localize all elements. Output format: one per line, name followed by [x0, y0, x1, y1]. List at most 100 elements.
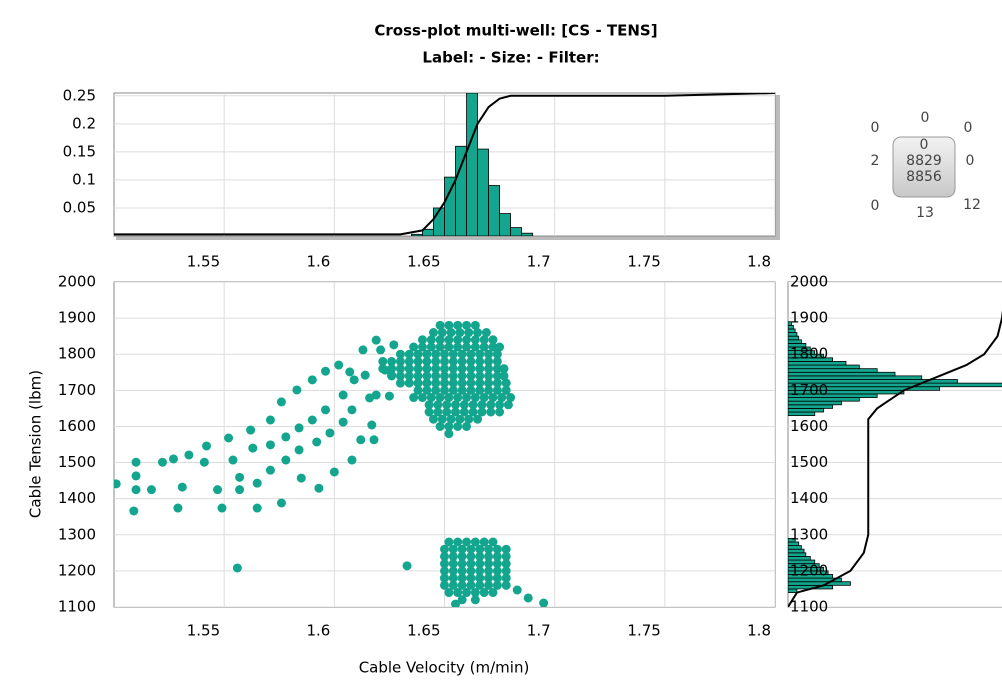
scatter-point — [448, 356, 458, 366]
scatter-point — [435, 342, 445, 352]
y-tick-label: 0.05 — [63, 198, 96, 216]
scatter-point — [457, 580, 467, 590]
scatter-point — [431, 364, 441, 374]
scatter-point — [484, 371, 494, 381]
top-histogram — [114, 93, 775, 236]
scatter-point — [440, 378, 449, 388]
scatter-point — [451, 407, 461, 417]
scatter-point — [252, 503, 262, 513]
x-axis-label: Cable Velocity (m/min) — [359, 659, 530, 677]
scatter-point — [475, 544, 485, 554]
scatter-point — [470, 595, 480, 605]
scatter-point — [431, 356, 441, 366]
scatter-point — [466, 544, 476, 554]
histogram-bar — [788, 364, 860, 370]
scatter-point — [129, 506, 139, 516]
scatter-point — [488, 537, 498, 547]
scatter-point — [479, 588, 489, 598]
scatter-point — [464, 414, 474, 424]
scatter-point — [435, 335, 445, 345]
scatter-point — [413, 385, 423, 395]
histogram-bar — [788, 537, 796, 543]
scatter-point — [292, 385, 302, 395]
histogram-bar — [788, 556, 811, 561]
scatter-point — [462, 342, 472, 352]
scatter-point — [325, 428, 335, 438]
scatter-point — [387, 364, 397, 374]
scatter-point — [157, 457, 167, 467]
cumulative-curve — [788, 309, 1002, 607]
scatter-point — [484, 364, 494, 374]
x-tick-label: 1.8 — [747, 622, 771, 640]
scatter-point — [475, 566, 485, 576]
scatter-point — [235, 472, 245, 482]
scatter-point — [457, 356, 467, 366]
summary-count: 8856 — [906, 169, 942, 185]
scatter-point — [444, 393, 454, 403]
scatter-point — [413, 349, 423, 359]
scatter-point — [395, 356, 405, 366]
scatter-point — [459, 400, 469, 410]
scatter-point — [512, 585, 522, 595]
scatter-point — [440, 551, 449, 561]
scatter-point — [448, 551, 458, 561]
scatter-point — [466, 551, 476, 561]
scatter-point — [444, 335, 454, 345]
scatter-point — [466, 378, 476, 388]
histogram-bar — [788, 581, 851, 586]
histogram-bar — [477, 148, 489, 236]
scatter-point — [457, 595, 467, 605]
scatter-point — [440, 356, 449, 366]
scatter-point — [484, 551, 494, 561]
scatter-point — [395, 378, 405, 388]
scatter-point — [466, 580, 476, 590]
scatter-point — [501, 566, 511, 576]
scatter-point — [488, 342, 498, 352]
scatter-point — [265, 440, 275, 450]
scatter-point — [184, 450, 194, 460]
x-tick-label: 1.65 — [407, 253, 440, 271]
scatter-point — [457, 385, 467, 395]
scatter-point — [448, 371, 458, 381]
scatter-point — [479, 537, 489, 547]
scatter-point — [131, 457, 141, 467]
scatter-point — [422, 356, 432, 366]
scatter-point — [435, 320, 445, 330]
scatter-point — [431, 378, 441, 388]
scatter-point — [232, 563, 242, 573]
scatter-point — [506, 393, 516, 403]
scatter-point — [437, 414, 447, 424]
x-tick-label: 1.7 — [527, 622, 551, 640]
scatter-point — [457, 566, 467, 576]
scatter-point — [492, 544, 502, 554]
cumulative-curve — [114, 93, 775, 236]
x-tick-label: 1.55 — [187, 253, 220, 271]
scatter-point — [294, 445, 304, 455]
summary-count: 0 — [920, 137, 929, 153]
scatter-point — [462, 320, 472, 330]
scatter-point — [404, 356, 414, 366]
scatter-point — [473, 328, 483, 338]
scatter-point — [442, 400, 452, 410]
scatter-point — [466, 385, 476, 395]
scatter-point — [488, 393, 498, 403]
scatter-point — [495, 407, 505, 417]
scatter-point — [312, 437, 322, 447]
histogram-bar — [455, 145, 467, 236]
y-tick-label: 1400 — [58, 489, 96, 507]
scatter-point — [479, 342, 489, 352]
scatter-point — [131, 471, 141, 481]
scatter-point — [409, 342, 419, 352]
y-tick-label: 1500 — [790, 453, 828, 471]
summary-box — [892, 136, 956, 198]
scatter-point — [384, 391, 394, 401]
scatter-point — [466, 356, 476, 366]
scatter-point — [424, 400, 434, 410]
scatter-point — [435, 421, 445, 431]
scatter-point — [248, 443, 258, 453]
scatter-point — [475, 356, 485, 366]
histogram-bar — [788, 368, 878, 373]
scatter-point — [422, 349, 432, 359]
right-histogram-frame — [787, 281, 1002, 608]
